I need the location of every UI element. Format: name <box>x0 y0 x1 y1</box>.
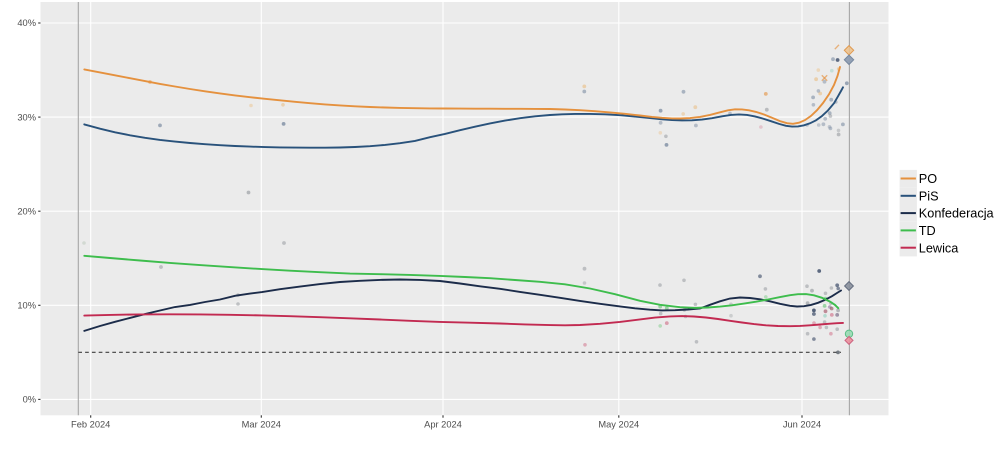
svg-text:20%: 20% <box>17 206 36 216</box>
svg-text:Apr 2024: Apr 2024 <box>424 420 462 430</box>
svg-text:TD: TD <box>919 224 936 238</box>
svg-text:30%: 30% <box>17 112 36 122</box>
svg-text:Jun 2024: Jun 2024 <box>783 420 821 430</box>
svg-text:PO: PO <box>919 172 937 186</box>
svg-text:Lewica: Lewica <box>919 241 959 255</box>
svg-text:Mar 2024: Mar 2024 <box>242 420 281 430</box>
svg-text:10%: 10% <box>17 301 36 311</box>
svg-text:Feb 2024: Feb 2024 <box>71 420 110 430</box>
svg-text:40%: 40% <box>17 18 36 28</box>
svg-text:May 2024: May 2024 <box>598 420 639 430</box>
svg-text:0%: 0% <box>23 395 36 405</box>
svg-text:PiS: PiS <box>919 189 939 203</box>
svg-text:Konfederacja: Konfederacja <box>919 207 995 221</box>
